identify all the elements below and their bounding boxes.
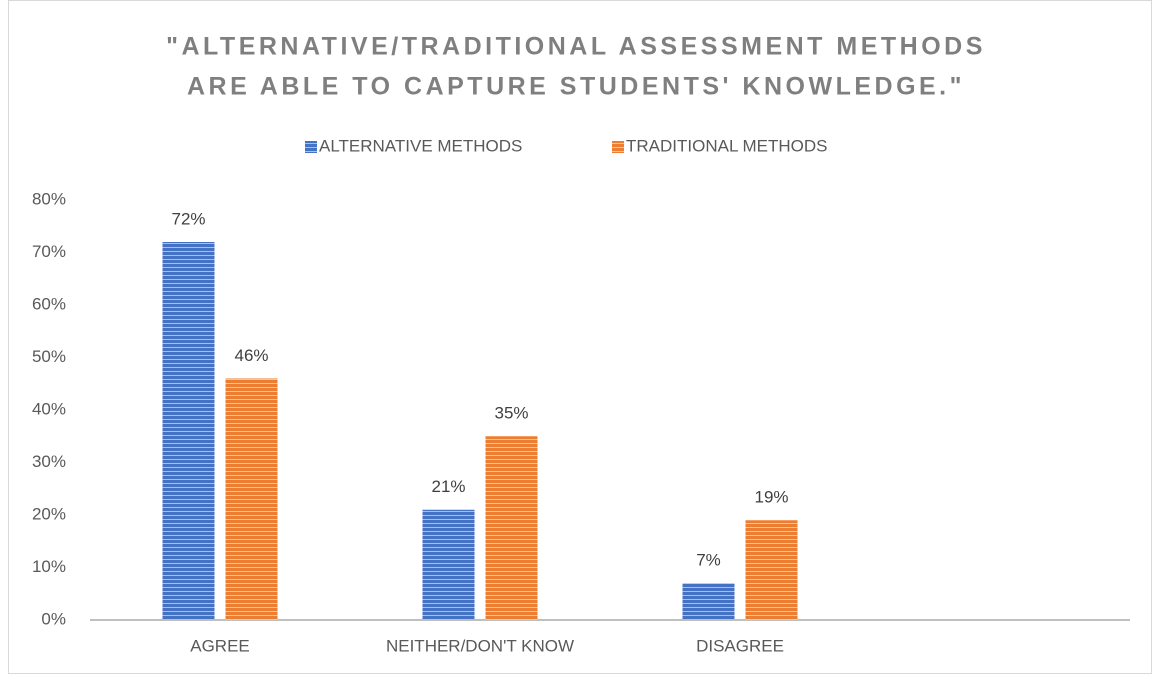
bar xyxy=(422,509,475,620)
x-tick-label: NEITHER/DON'T KNOW xyxy=(386,636,574,655)
legend-label: TRADITIONAL METHODS xyxy=(626,136,828,155)
chart-title: ARE ABLE TO CAPTURE STUDENTS' KNOWLEDGE.… xyxy=(187,73,965,101)
chart-border xyxy=(8,0,1152,674)
bar xyxy=(682,583,735,620)
data-label: 72% xyxy=(171,209,205,228)
bar xyxy=(485,436,538,620)
data-label: 19% xyxy=(754,488,788,507)
chart-title: "ALTERNATIVE/TRADITIONAL ASSESSMENT METH… xyxy=(166,33,986,61)
y-tick-label: 20% xyxy=(32,504,66,523)
bar xyxy=(162,242,215,620)
legend-swatch xyxy=(612,141,624,153)
bar xyxy=(745,520,798,620)
x-tick-label: AGREE xyxy=(190,636,250,655)
data-label: 35% xyxy=(494,404,528,423)
bar xyxy=(225,378,278,620)
data-label: 46% xyxy=(234,346,268,365)
y-tick-label: 50% xyxy=(32,347,66,366)
legend-swatch xyxy=(305,141,317,153)
x-tick-label: DISAGREE xyxy=(696,636,784,655)
y-tick-label: 30% xyxy=(32,452,66,471)
y-tick-label: 80% xyxy=(32,189,66,208)
y-tick-label: 70% xyxy=(32,242,66,261)
y-tick-label: 0% xyxy=(41,609,66,628)
legend-label: ALTERNATIVE METHODS xyxy=(319,136,522,155)
data-label: 7% xyxy=(696,551,721,570)
y-tick-label: 10% xyxy=(32,557,66,576)
y-tick-label: 60% xyxy=(32,294,66,313)
data-label: 21% xyxy=(431,477,465,496)
y-tick-label: 40% xyxy=(32,399,66,418)
